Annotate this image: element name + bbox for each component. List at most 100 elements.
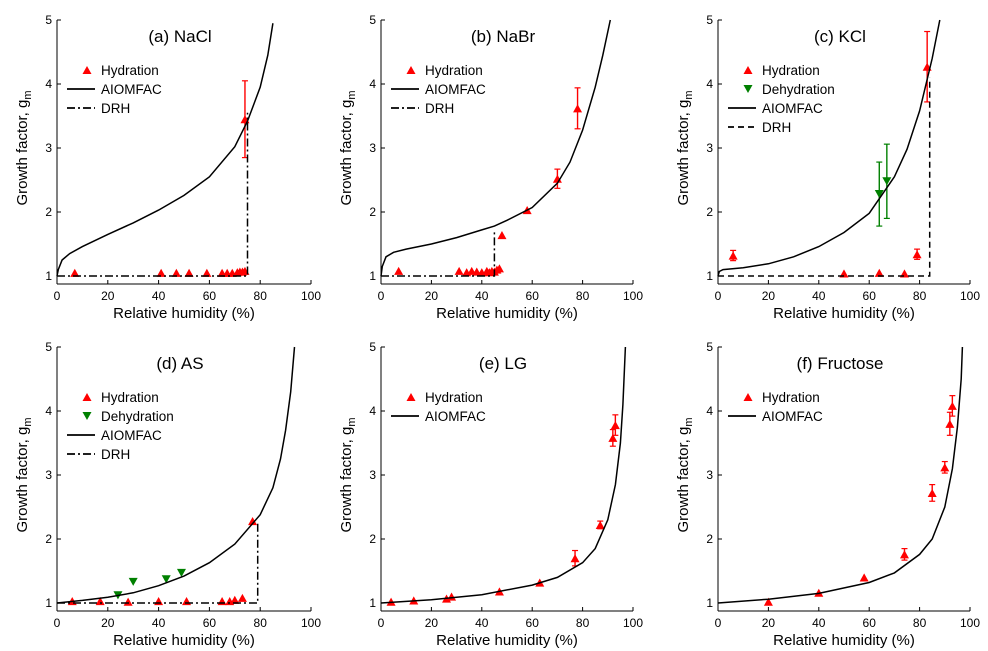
x-tick-label: 0 [378, 289, 385, 303]
hydration-marker [171, 268, 181, 277]
series-drh [57, 112, 249, 277]
hydration-marker [95, 597, 105, 606]
legend-marker-swatch [82, 411, 92, 421]
y-tick-label: 2 [45, 532, 52, 546]
y-tick-label: 1 [369, 269, 376, 283]
series-drh [57, 521, 259, 604]
y-axis-label-subscript: m [346, 417, 358, 426]
hydration-marker [927, 488, 937, 497]
legend-marker-swatch [82, 65, 92, 75]
hydration-marker [154, 597, 164, 606]
legend-marker-swatch [743, 65, 753, 75]
x-tick-label: 40 [475, 289, 489, 303]
hydration-marker [217, 597, 227, 606]
series-hydration [70, 80, 250, 277]
y-tick-label: 1 [45, 596, 52, 610]
legend-label: DRH [425, 101, 454, 116]
hydration-marker [494, 264, 504, 273]
x-axis-label: Relative humidity (%) [113, 632, 255, 649]
legend-label: Hydration [101, 390, 159, 405]
x-tick-label: 20 [101, 616, 115, 630]
y-axis-label-text: Growth factor, g [338, 100, 355, 206]
x-tick-label: 0 [715, 616, 722, 630]
panel-title: (e) LG [479, 354, 527, 373]
legend-marker-swatch [406, 65, 416, 75]
hydration-marker [728, 251, 738, 260]
x-tick-label: 40 [152, 616, 166, 630]
x-tick-label: 40 [812, 616, 826, 630]
series-aiomfac [380, 19, 612, 277]
y-axis-label: Growth factor, gm [14, 90, 34, 205]
x-tick-label: 100 [960, 289, 980, 303]
y-axis-label: Growth factor, gm [675, 90, 695, 205]
x-tick-label: 20 [101, 289, 115, 303]
y-tick-label: 2 [706, 205, 713, 219]
hydration-marker [595, 520, 605, 529]
y-tick-label: 1 [706, 269, 713, 283]
hydration-marker [859, 573, 869, 582]
drh-line [57, 112, 249, 277]
aiomfac-line [717, 19, 941, 277]
y-tick-label: 4 [369, 77, 376, 91]
x-tick-label: 80 [913, 289, 927, 303]
y-tick-label: 2 [45, 205, 52, 219]
y-axis-label-subscript: m [346, 90, 358, 99]
x-tick-label: 60 [526, 289, 540, 303]
series-aiomfac [56, 346, 296, 604]
series-aiomfac [717, 19, 941, 277]
panel-2: 0 20 40 60 80 100 1 2 3 4 5 (c) KCl Relative humidit… [675, 13, 980, 322]
x-tick-label: 100 [301, 616, 321, 630]
legend-label: Hydration [425, 390, 483, 405]
legend-label: AIOMFAC [101, 82, 162, 97]
legend-label: Hydration [425, 63, 483, 78]
dehydration-marker [176, 568, 186, 577]
x-tick-label: 40 [152, 289, 166, 303]
x-tick-label: 60 [203, 616, 217, 630]
legend-label: Dehydration [101, 409, 174, 424]
y-tick-label: 3 [706, 141, 713, 155]
hydration-marker [123, 597, 133, 606]
y-tick-label: 2 [706, 532, 713, 546]
y-tick-label: 5 [706, 13, 713, 27]
y-tick-label: 5 [45, 340, 52, 354]
series-hydration [394, 87, 583, 277]
hydration-marker [947, 401, 957, 410]
x-tick-label: 80 [254, 289, 268, 303]
y-tick-label: 5 [706, 340, 713, 354]
y-axis-label-subscript: m [22, 417, 34, 426]
x-axis-label: Relative humidity (%) [113, 305, 255, 322]
dehydration-marker [882, 177, 892, 186]
dehydration-marker [161, 575, 171, 584]
panel-title: (d) AS [156, 354, 203, 373]
aiomfac-line [717, 346, 964, 604]
series-hydration [67, 517, 258, 606]
panel-5: 0 20 40 60 80 100 1 2 3 4 5 (f) Fructose Relative hu… [675, 340, 980, 649]
x-tick-label: 60 [526, 616, 540, 630]
series-aiomfac [56, 23, 274, 277]
panel-0: 0 20 40 60 80 100 1 2 3 4 5 (a) NaCl Relative humidi… [14, 13, 321, 322]
hydration-marker [230, 595, 240, 604]
y-tick-label: 1 [706, 596, 713, 610]
x-tick-label: 40 [475, 616, 489, 630]
drh-line [381, 229, 496, 277]
x-tick-label: 20 [762, 616, 776, 630]
hydration-marker [874, 268, 884, 277]
panel-title: (a) NaCl [148, 27, 211, 46]
aiomfac-line [380, 346, 627, 604]
legend-label: Hydration [762, 390, 820, 405]
y-tick-label: 3 [369, 468, 376, 482]
y-tick-label: 5 [369, 13, 376, 27]
y-axis-label: Growth factor, gm [338, 417, 358, 532]
y-tick-label: 3 [706, 468, 713, 482]
hydration-marker [156, 268, 166, 277]
legend-label: AIOMFAC [762, 409, 823, 424]
y-tick-label: 4 [45, 77, 52, 91]
panel-4: 0 20 40 60 80 100 1 2 3 4 5 (e) LG Relative humidity… [338, 340, 643, 649]
y-axis-label-text: Growth factor, g [14, 427, 31, 533]
series-drh [381, 229, 496, 277]
series-hydration [763, 395, 957, 606]
y-tick-label: 2 [369, 532, 376, 546]
panel-3: 0 20 40 60 80 100 1 2 3 4 5 (d) AS Relative humidity… [14, 340, 321, 649]
hydration-marker [248, 517, 258, 526]
panel-title: (b) NaBr [471, 27, 536, 46]
